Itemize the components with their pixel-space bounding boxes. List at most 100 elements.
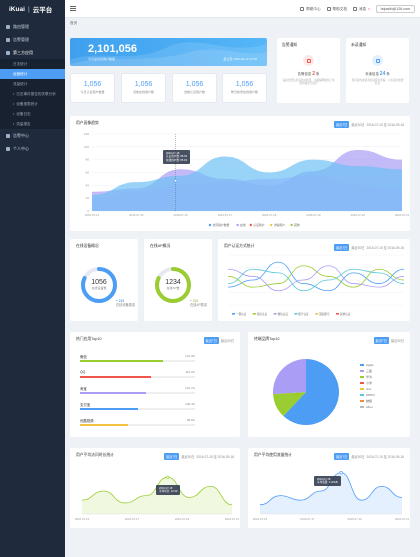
range-30d-button[interactable]: 最近30日 (181, 455, 195, 459)
chart-tooltip: 2016-07-18 平均流量: 2.32GB (314, 476, 341, 487)
brand-pie-chart (273, 359, 339, 425)
sidebar-item-alarm[interactable]: 告警管理 (0, 33, 65, 46)
sidebar-sub-ops[interactable]: 运营统计 (0, 69, 65, 79)
app-name: 优酷视频 (80, 419, 94, 423)
traffic-card: 用户平均使用流量统计 最近7日 最近30日 2016-07-15 至 2016-… (248, 448, 410, 528)
sidebar-item-profile[interactable]: 个人中心 (0, 142, 65, 155)
range-7d-button[interactable]: 最近7日 (333, 453, 350, 460)
legend-label: 短信认证 (257, 312, 268, 316)
x-tick-label: 2016-07-17 (300, 517, 315, 521)
range-7d-button[interactable]: 最近7日 (333, 244, 350, 251)
legend-label: 华为 (366, 375, 373, 379)
sidebar-item-apps[interactable]: 第三方应用 (0, 46, 65, 59)
legend-item: Apple (360, 362, 375, 368)
range-7d-button[interactable]: 最近7日 (373, 337, 389, 344)
ring-arc (81, 267, 117, 303)
user-menu[interactable]: hdpadh@126.com (375, 5, 415, 13)
ring-center: 1234 在线AP数 (153, 279, 193, 290)
range-7d-button[interactable]: 最近7日 (333, 121, 350, 128)
date-range[interactable]: 2016-07-15 至 2016-09-16 (196, 455, 234, 459)
date-range[interactable]: 2016-07-15 至 2016-09-16 (366, 455, 404, 459)
card-title: 用户画像趋势 (76, 121, 99, 125)
legend-swatch (315, 313, 319, 315)
area-fill-平均流量 (260, 472, 402, 514)
notice-desc: 设备告警信息请及时处理，以确保网络的正常使用和安全运行 (282, 79, 335, 86)
x-tick-label: 2016-07-14 (85, 213, 100, 217)
range-30d-button[interactable]: 最近30日 (351, 246, 365, 250)
alarm-notice-card[interactable]: 告警通知 告警信息 2 条 设备告警信息请及时处理，以确保网络的正常使用和安全运… (277, 38, 340, 103)
y-tick-label: 120 (84, 132, 89, 136)
pie-slice-华为 (273, 392, 306, 417)
unread-notice-card[interactable]: 未读通知 未读信息 24 条 您有新的未读消息请及时查看，以免错过重要信息 (346, 38, 409, 103)
hover-point (173, 179, 178, 183)
app-value: 100.4G (185, 402, 195, 406)
range-30d-button[interactable]: 最近30日 (351, 455, 365, 459)
legend-item: 魅族 (360, 398, 375, 404)
messages-link[interactable]: 消息 6 (352, 6, 370, 12)
date-range[interactable]: 2016-07-15 至 2016-09-16 (366, 246, 404, 250)
range-7d-button[interactable]: 最近7日 (203, 337, 219, 344)
y-tick-label: 100 (84, 145, 89, 149)
bell-icon (6, 133, 10, 138)
sidebar-item-router[interactable]: 路由管理 (0, 20, 65, 33)
user-icon (6, 146, 10, 151)
device-ring-card: 在线设备概况 1056 在线设备数 + 213 在线设备数量 (70, 239, 138, 321)
tooltip-line: 在线用户数: 85.03 (166, 158, 187, 162)
auth-stats-card: 用户认证方式统计 最近7日 最近30日 2016-07-15 至 2016-09… (218, 239, 410, 321)
legend-item: vivo (360, 386, 375, 392)
line-series-账号认证 (227, 268, 405, 292)
x-tick-label: 2016-07-21 (225, 517, 240, 521)
legend-label: 小米 (366, 381, 373, 385)
ring-label: 在线设备数 (91, 286, 107, 290)
area-fill-平均时长 (82, 477, 232, 514)
y-tick-label: 80 (86, 158, 90, 162)
range-30d-button[interactable]: 最近30日 (351, 123, 365, 127)
range-30d-button[interactable]: 最近30日 (390, 339, 404, 343)
menu-toggle-icon[interactable] (70, 6, 76, 11)
bar-fill (80, 408, 138, 410)
sidebar-item-label: 路由管理 (13, 23, 29, 29)
sidebar-sub-analysis[interactable]: 日志事件报告的关联分析 (0, 89, 65, 99)
notice-count: 2 (312, 71, 315, 77)
sidebar-sub-device-report[interactable]: 设备报表统计 (0, 99, 65, 109)
pie-slice-三星 (273, 359, 306, 395)
sidebar-item-label: 第三方应用 (13, 49, 33, 55)
sidebar-sub-log[interactable]: 日志统计 (13, 61, 28, 66)
bar-track (80, 360, 195, 362)
docs-link[interactable]: 帮助文档 (326, 7, 347, 12)
bell-icon (352, 7, 357, 11)
range-7d-button[interactable]: 最近7日 (163, 453, 180, 460)
messages-label: 消息 (358, 6, 367, 11)
app-value: 110.2G (185, 370, 195, 374)
stat-value: 1,056 (235, 81, 254, 88)
stat-label: 今日认证用户数量 (80, 90, 105, 94)
sidebar-sub-device-log[interactable]: 设备日志 (0, 109, 65, 119)
legend-item: 三星 (360, 368, 375, 374)
pie-legend: Apple 三星 华为 小米 vivo OPPO 魅族 other (360, 362, 375, 410)
legend-item: 华为 (360, 374, 375, 380)
range-30d-button[interactable]: 最近30日 (220, 339, 234, 343)
tooltip-line: 平均时长: 12:30 (159, 490, 178, 494)
date-range[interactable]: 2016-07-15 至 2016-09-16 (366, 123, 404, 127)
stat-card: 1,056 今日认证用户数量 (70, 73, 115, 103)
alarm-icon (303, 55, 314, 66)
legend-label: 在线 (240, 223, 246, 227)
x-tick-label: 2016-07-17 (218, 213, 233, 217)
legend-item: 小米 (360, 380, 375, 386)
help-center-link[interactable]: 帮助中心 (300, 7, 321, 12)
notice-desc: 您有新的未读消息请及时查看，以免错过重要信息 (351, 79, 404, 86)
card-title: 用户平均访问时长统计 (76, 453, 114, 457)
legend-swatch (360, 388, 364, 391)
terminal-brand-card: 终端品牌Top10 最近7日 最近30日 Apple 三星 华为 小米 vivo OPPO… (248, 332, 410, 437)
sidebar-sub-traffic[interactable]: 流量统计 (13, 81, 28, 86)
sidebar-item-alarm-center[interactable]: 告警中心 (0, 129, 65, 142)
card-title: 在线AP概况 (150, 244, 171, 248)
chart-tooltip: 2016-07-18 平均时长: 12:30 (156, 485, 181, 496)
notice-unit: 条 (386, 72, 390, 76)
card-title: 在线设备概况 (76, 244, 99, 248)
brand-logo[interactable]: iKuai | 云平台 (0, 0, 65, 18)
sidebar-sub-traffic-report[interactable]: 流量报告 (0, 119, 65, 129)
stat-card: 1,056 当前认证用户数 (172, 73, 217, 103)
bar-fill (80, 424, 129, 426)
notice-title: 未读通知 (351, 43, 367, 47)
